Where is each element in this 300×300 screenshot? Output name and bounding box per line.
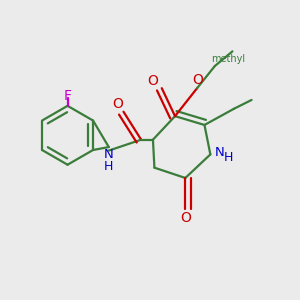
- Text: O: O: [148, 74, 158, 88]
- Text: O: O: [192, 73, 203, 87]
- Text: O: O: [180, 211, 191, 225]
- Text: F: F: [64, 88, 72, 103]
- Text: H: H: [224, 151, 233, 164]
- Text: H: H: [104, 160, 113, 173]
- Text: N: N: [214, 146, 224, 159]
- Text: methyl: methyl: [211, 54, 245, 64]
- Text: N: N: [104, 148, 114, 161]
- Text: O: O: [112, 98, 123, 111]
